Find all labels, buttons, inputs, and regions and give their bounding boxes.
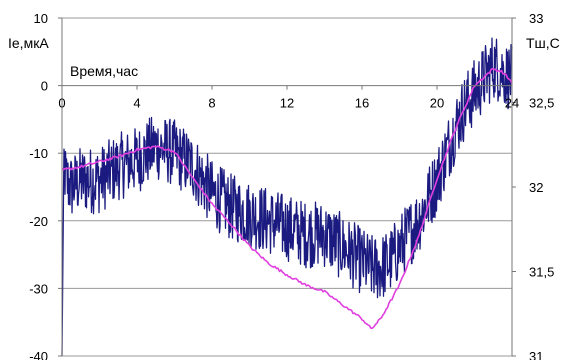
y2-tick-label-0: 33 [529,11,543,26]
y-axis-label: Ie,мкА [8,35,49,51]
series-line-1 [61,67,513,330]
x-tick-label-12: 12 [280,96,294,111]
x-tick-label-20: 20 [430,96,444,111]
x-tick-label-0: 0 [58,96,65,111]
x-tick-label-8: 8 [208,96,215,111]
y2-tick-label-2: 32 [529,180,543,195]
series-line-0 [61,37,513,357]
y-tick-label-10: 10 [34,11,48,26]
y-tick-label--20: -20 [29,214,48,229]
x-axis-label: Время,час [70,63,138,79]
tick-labels: 10 0 -10 -20 -30 -40 33 32,5 32 31,5 31 0 4 8 12 16 20 24 [29,11,554,360]
y-tick-label-0: 0 [41,79,48,94]
y-tick-label--40: -40 [29,349,48,360]
y2-tick-label-4: 31 [529,349,543,360]
y2-tick-label-3: 31,5 [529,265,554,280]
x-tick-label-4: 4 [133,96,140,111]
axes [58,17,516,357]
plot-area [61,37,513,357]
x-tick-label-24: 24 [505,96,519,111]
x-tick-label-16: 16 [355,96,369,111]
y-tick-label--10: -10 [29,146,48,161]
y2-tick-label-1: 32,5 [529,96,554,111]
y-tick-label--30: -30 [29,281,48,296]
y2-axis-label: Тш,С [526,35,560,51]
